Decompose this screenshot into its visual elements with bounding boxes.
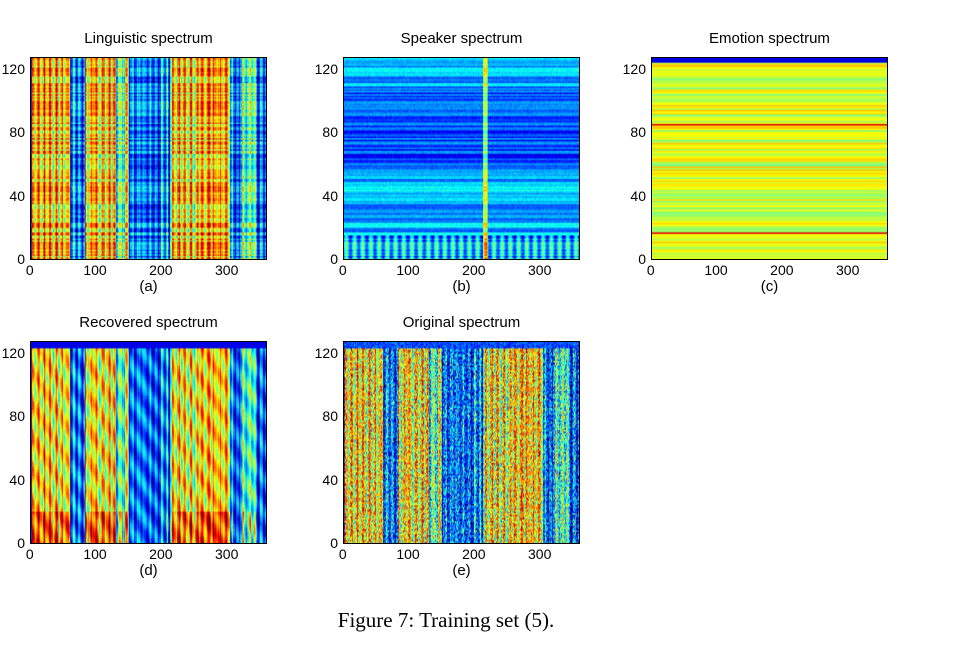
y-tick-label: 80 <box>322 408 338 425</box>
x-tick-label: 100 <box>83 546 107 562</box>
x-tick-label: 300 <box>215 262 239 278</box>
y-tick-label: 0 <box>638 251 646 267</box>
panel-label: (c) <box>760 278 779 295</box>
heatmap-image <box>30 57 267 260</box>
x-tick-label: 200 <box>149 546 173 562</box>
x-tick-label: 200 <box>770 262 794 278</box>
y-tick-label: 120 <box>1 60 25 77</box>
y-tick-label: 120 <box>1 344 25 361</box>
panel-title: Recovered spectrum <box>79 314 218 331</box>
x-tick-label: 300 <box>215 546 239 562</box>
y-tick-label: 80 <box>322 124 338 141</box>
heatmap-image <box>30 341 267 544</box>
x-tick-label: 200 <box>149 262 173 278</box>
heatmap-panel-emotion: Emotion spectrum 0 100 200 300 0 40 80 120 (c) <box>623 30 888 295</box>
heatmap-panel-linguistic: Linguistic spectrum 0 100 200 300 0 40 80 120 (a) <box>2 30 267 295</box>
y-tick-label: 0 <box>17 535 25 551</box>
figure-caption: Figure 7: Training set (5). <box>337 608 555 632</box>
x-tick-label: 300 <box>528 546 552 562</box>
x-tick-label: 0 <box>338 546 347 562</box>
x-tick-label: 300 <box>528 262 552 278</box>
y-tick-label: 0 <box>330 535 338 551</box>
y-tick-label: 120 <box>314 344 338 361</box>
x-tick-label: 100 <box>83 262 107 278</box>
heatmap-panel-original: Original spectrum 0 100 200 300 0 40 80 120 (e) <box>315 314 580 579</box>
x-tick-label: 100 <box>396 262 420 278</box>
heatmap-panel-speaker: Speaker spectrum 0 100 200 300 0 40 80 120 (b) <box>315 30 580 295</box>
panel-label: (d) <box>139 562 158 579</box>
panel-title: Speaker spectrum <box>400 30 523 47</box>
x-tick-label: 300 <box>836 262 860 278</box>
y-tick-label: 40 <box>9 471 25 488</box>
heatmap-image <box>343 341 580 544</box>
heatmap-panel-recovered: Recovered spectrum 0 100 200 300 0 40 80 120 (d) <box>2 314 267 579</box>
panel-label: (a) <box>139 278 158 295</box>
x-tick-label: 100 <box>704 262 728 278</box>
panel-label: (b) <box>452 278 471 295</box>
x-tick-label: 0 <box>25 262 34 278</box>
y-tick-label: 0 <box>17 251 25 267</box>
y-tick-label: 40 <box>630 187 646 204</box>
x-tick-label: 200 <box>462 262 486 278</box>
y-tick-label: 120 <box>622 60 646 77</box>
y-tick-label: 80 <box>9 408 25 425</box>
x-tick-label: 0 <box>25 546 34 562</box>
panel-title: Original spectrum <box>402 314 521 331</box>
panel-title: Linguistic spectrum <box>84 30 213 47</box>
x-tick-label: 200 <box>462 546 486 562</box>
heatmap-image <box>343 57 580 260</box>
y-tick-label: 80 <box>630 124 646 141</box>
panel-label: (e) <box>452 562 471 579</box>
x-tick-label: 0 <box>646 262 655 278</box>
y-tick-label: 40 <box>322 187 338 204</box>
y-tick-label: 80 <box>9 124 25 141</box>
panel-title: Emotion spectrum <box>709 30 830 47</box>
y-tick-label: 40 <box>322 471 338 488</box>
x-tick-label: 0 <box>338 262 347 278</box>
y-tick-label: 0 <box>330 251 338 267</box>
x-tick-label: 100 <box>396 546 420 562</box>
heatmap-image <box>651 57 888 260</box>
y-tick-label: 40 <box>9 187 25 204</box>
y-tick-label: 120 <box>314 60 338 77</box>
